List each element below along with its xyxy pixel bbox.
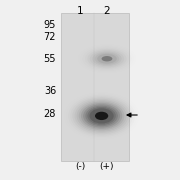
Text: 72: 72 [44, 32, 56, 42]
Ellipse shape [102, 56, 112, 61]
Text: 95: 95 [44, 20, 56, 30]
Ellipse shape [87, 107, 116, 125]
Ellipse shape [83, 104, 120, 128]
Ellipse shape [97, 54, 117, 64]
Text: (+): (+) [100, 162, 114, 171]
Text: 28: 28 [44, 109, 56, 119]
Ellipse shape [95, 112, 108, 120]
Text: 2: 2 [104, 6, 110, 16]
Text: 1: 1 [77, 6, 84, 16]
Ellipse shape [95, 53, 119, 65]
Ellipse shape [85, 106, 118, 126]
Ellipse shape [79, 102, 124, 130]
Text: 36: 36 [44, 86, 56, 96]
Text: 55: 55 [44, 54, 56, 64]
Ellipse shape [90, 108, 114, 123]
Ellipse shape [81, 103, 122, 129]
Bar [61, 13, 129, 161]
Text: (-): (-) [75, 162, 85, 171]
